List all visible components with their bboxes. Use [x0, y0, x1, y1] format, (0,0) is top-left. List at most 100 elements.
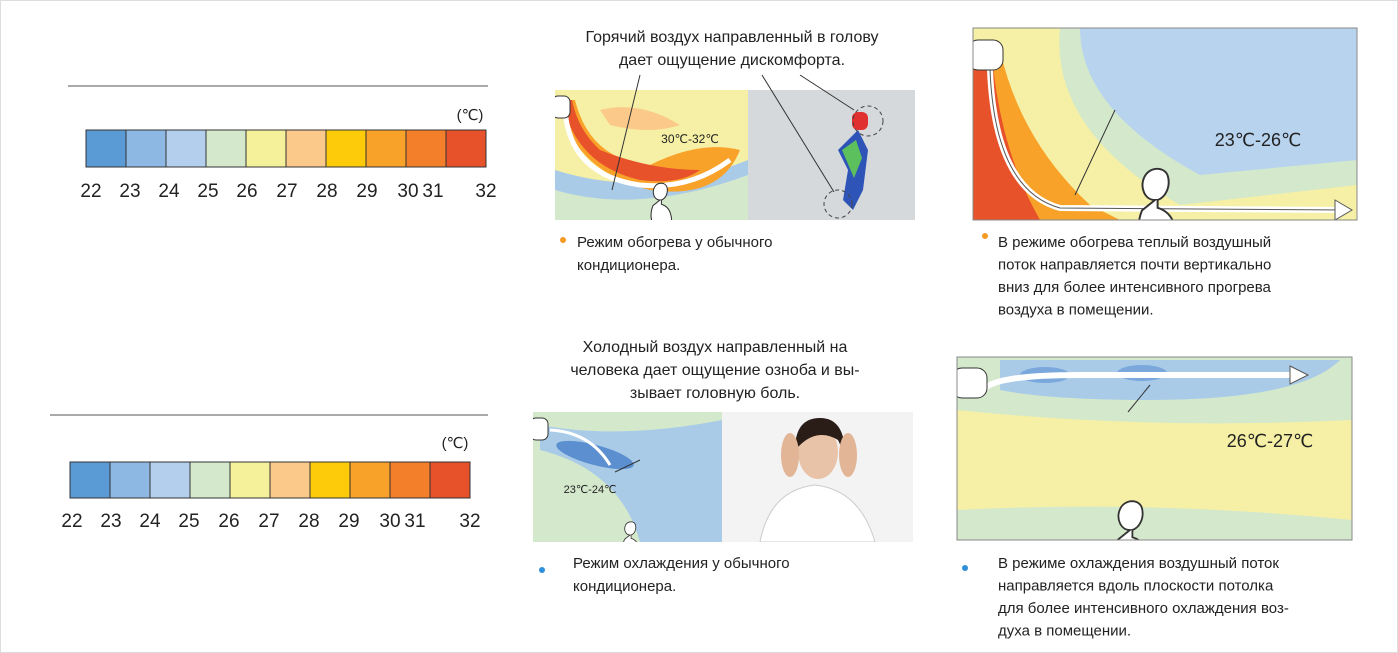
color-swatch [349, 461, 391, 499]
scale-label: 32 [475, 181, 496, 202]
image [957, 357, 1352, 540]
bullet [962, 565, 968, 571]
bullet [539, 567, 545, 573]
arrow-head [1334, 199, 1353, 220]
color-swatch [269, 461, 311, 499]
ac-unit [973, 39, 1004, 71]
scale-label: 25 [178, 511, 199, 532]
color-swatch [309, 461, 351, 499]
airflow-arrow [549, 428, 612, 466]
airflow-arrow [983, 372, 1295, 391]
temp-label: 23℃-26℃ [1215, 130, 1301, 150]
scale-label: 30 [379, 511, 400, 532]
color-swatch [365, 129, 407, 168]
arrow-head [1289, 365, 1310, 385]
color-swatch [429, 461, 471, 499]
scale-label: 31 [404, 511, 425, 532]
color-swatch [285, 129, 327, 168]
scale-label: 26 [218, 511, 239, 532]
scale-label: 29 [356, 181, 377, 202]
person-silhouette [623, 521, 637, 542]
scale-label: 28 [316, 181, 337, 202]
scale-label: 22 [61, 511, 82, 532]
photo-hand [781, 433, 799, 477]
pointer [1074, 109, 1116, 196]
scale-label: 29 [338, 511, 359, 532]
zone-green2 [957, 506, 1352, 540]
temp-label: 26℃-27℃ [1227, 431, 1313, 451]
airflow-arrow-edge [989, 69, 1346, 211]
text-line: духа в помещении. [998, 623, 1131, 640]
color-swatch [189, 461, 231, 499]
text-line: Режим охлаждения у обычного [573, 555, 790, 572]
unit-label: (℃) [457, 107, 484, 124]
text-line: Режим обогрева у обычного [577, 234, 772, 251]
zone-deep-blue [556, 440, 634, 470]
scale-label: 28 [298, 511, 319, 532]
photo-body [759, 484, 876, 542]
text-line: Холодный воздух направленный на [583, 339, 848, 356]
text-line: дает ощущение дискомфорта. [619, 52, 845, 69]
color-swatch [85, 129, 127, 168]
scale-label: 24 [158, 181, 180, 202]
unit-label: (℃) [442, 435, 469, 452]
text-line: поток направляется почти вертикально [998, 257, 1271, 274]
image [973, 28, 1357, 220]
photo-hair [795, 418, 845, 455]
person-silhouette [1116, 500, 1144, 540]
text-line: воздуха в помещении. [998, 302, 1154, 319]
scale-label: 23 [119, 181, 140, 202]
image [533, 412, 913, 542]
zone-blue [1000, 360, 1340, 400]
ac-unit [555, 95, 571, 119]
scale-label: 23 [100, 511, 121, 532]
pointer [761, 74, 835, 193]
scale-label: 24 [139, 511, 161, 532]
scale-label: 32 [459, 511, 480, 532]
color-swatch [165, 129, 207, 168]
color-swatch [109, 461, 151, 499]
text-line: человека дает ощущение озноба и вы- [570, 362, 859, 379]
person-silhouette [1138, 167, 1174, 220]
temp-label: 30℃-32℃ [661, 132, 719, 146]
scale-label: 25 [197, 181, 218, 202]
color-swatch [205, 129, 247, 168]
bullet [560, 237, 566, 243]
text-line: Горячий воздух направленный в голову [586, 29, 879, 46]
zone-green [555, 175, 748, 220]
color-swatch [149, 461, 191, 499]
photo-bg [748, 90, 915, 220]
border [972, 27, 1358, 221]
color-swatch [229, 461, 271, 499]
zone-orange [560, 100, 740, 192]
dashed-ring [823, 189, 853, 219]
color-swatch [69, 461, 111, 499]
scale-label: 27 [276, 181, 297, 202]
scale-label: 30 [397, 181, 418, 202]
zone-red [562, 100, 700, 182]
photo-hand [839, 433, 857, 477]
text-line: В режиме обогрева теплый воздушный [998, 234, 1271, 251]
thermal-head [852, 112, 868, 130]
zone-green [1059, 28, 1357, 205]
pointer [614, 459, 641, 473]
scale-label: 31 [422, 181, 443, 202]
text-line: для более интенсивного охлаждения воз- [998, 600, 1289, 617]
border [956, 356, 1353, 541]
bullet [982, 233, 988, 239]
scale-label: 26 [236, 181, 257, 202]
color-swatch [245, 129, 287, 168]
pointer [611, 74, 641, 191]
scale-label: 22 [80, 181, 101, 202]
zone-orange2 [600, 107, 680, 130]
image [555, 90, 915, 220]
text-line: вниз для более интенсивного прогрева [998, 279, 1272, 296]
scale-label: 27 [258, 511, 279, 532]
color-swatch [445, 129, 487, 168]
pointer [1127, 384, 1151, 413]
ac-unit [533, 417, 549, 441]
person-silhouette [650, 182, 673, 220]
text-line: направляется вдоль плоскости потолка [998, 578, 1274, 595]
